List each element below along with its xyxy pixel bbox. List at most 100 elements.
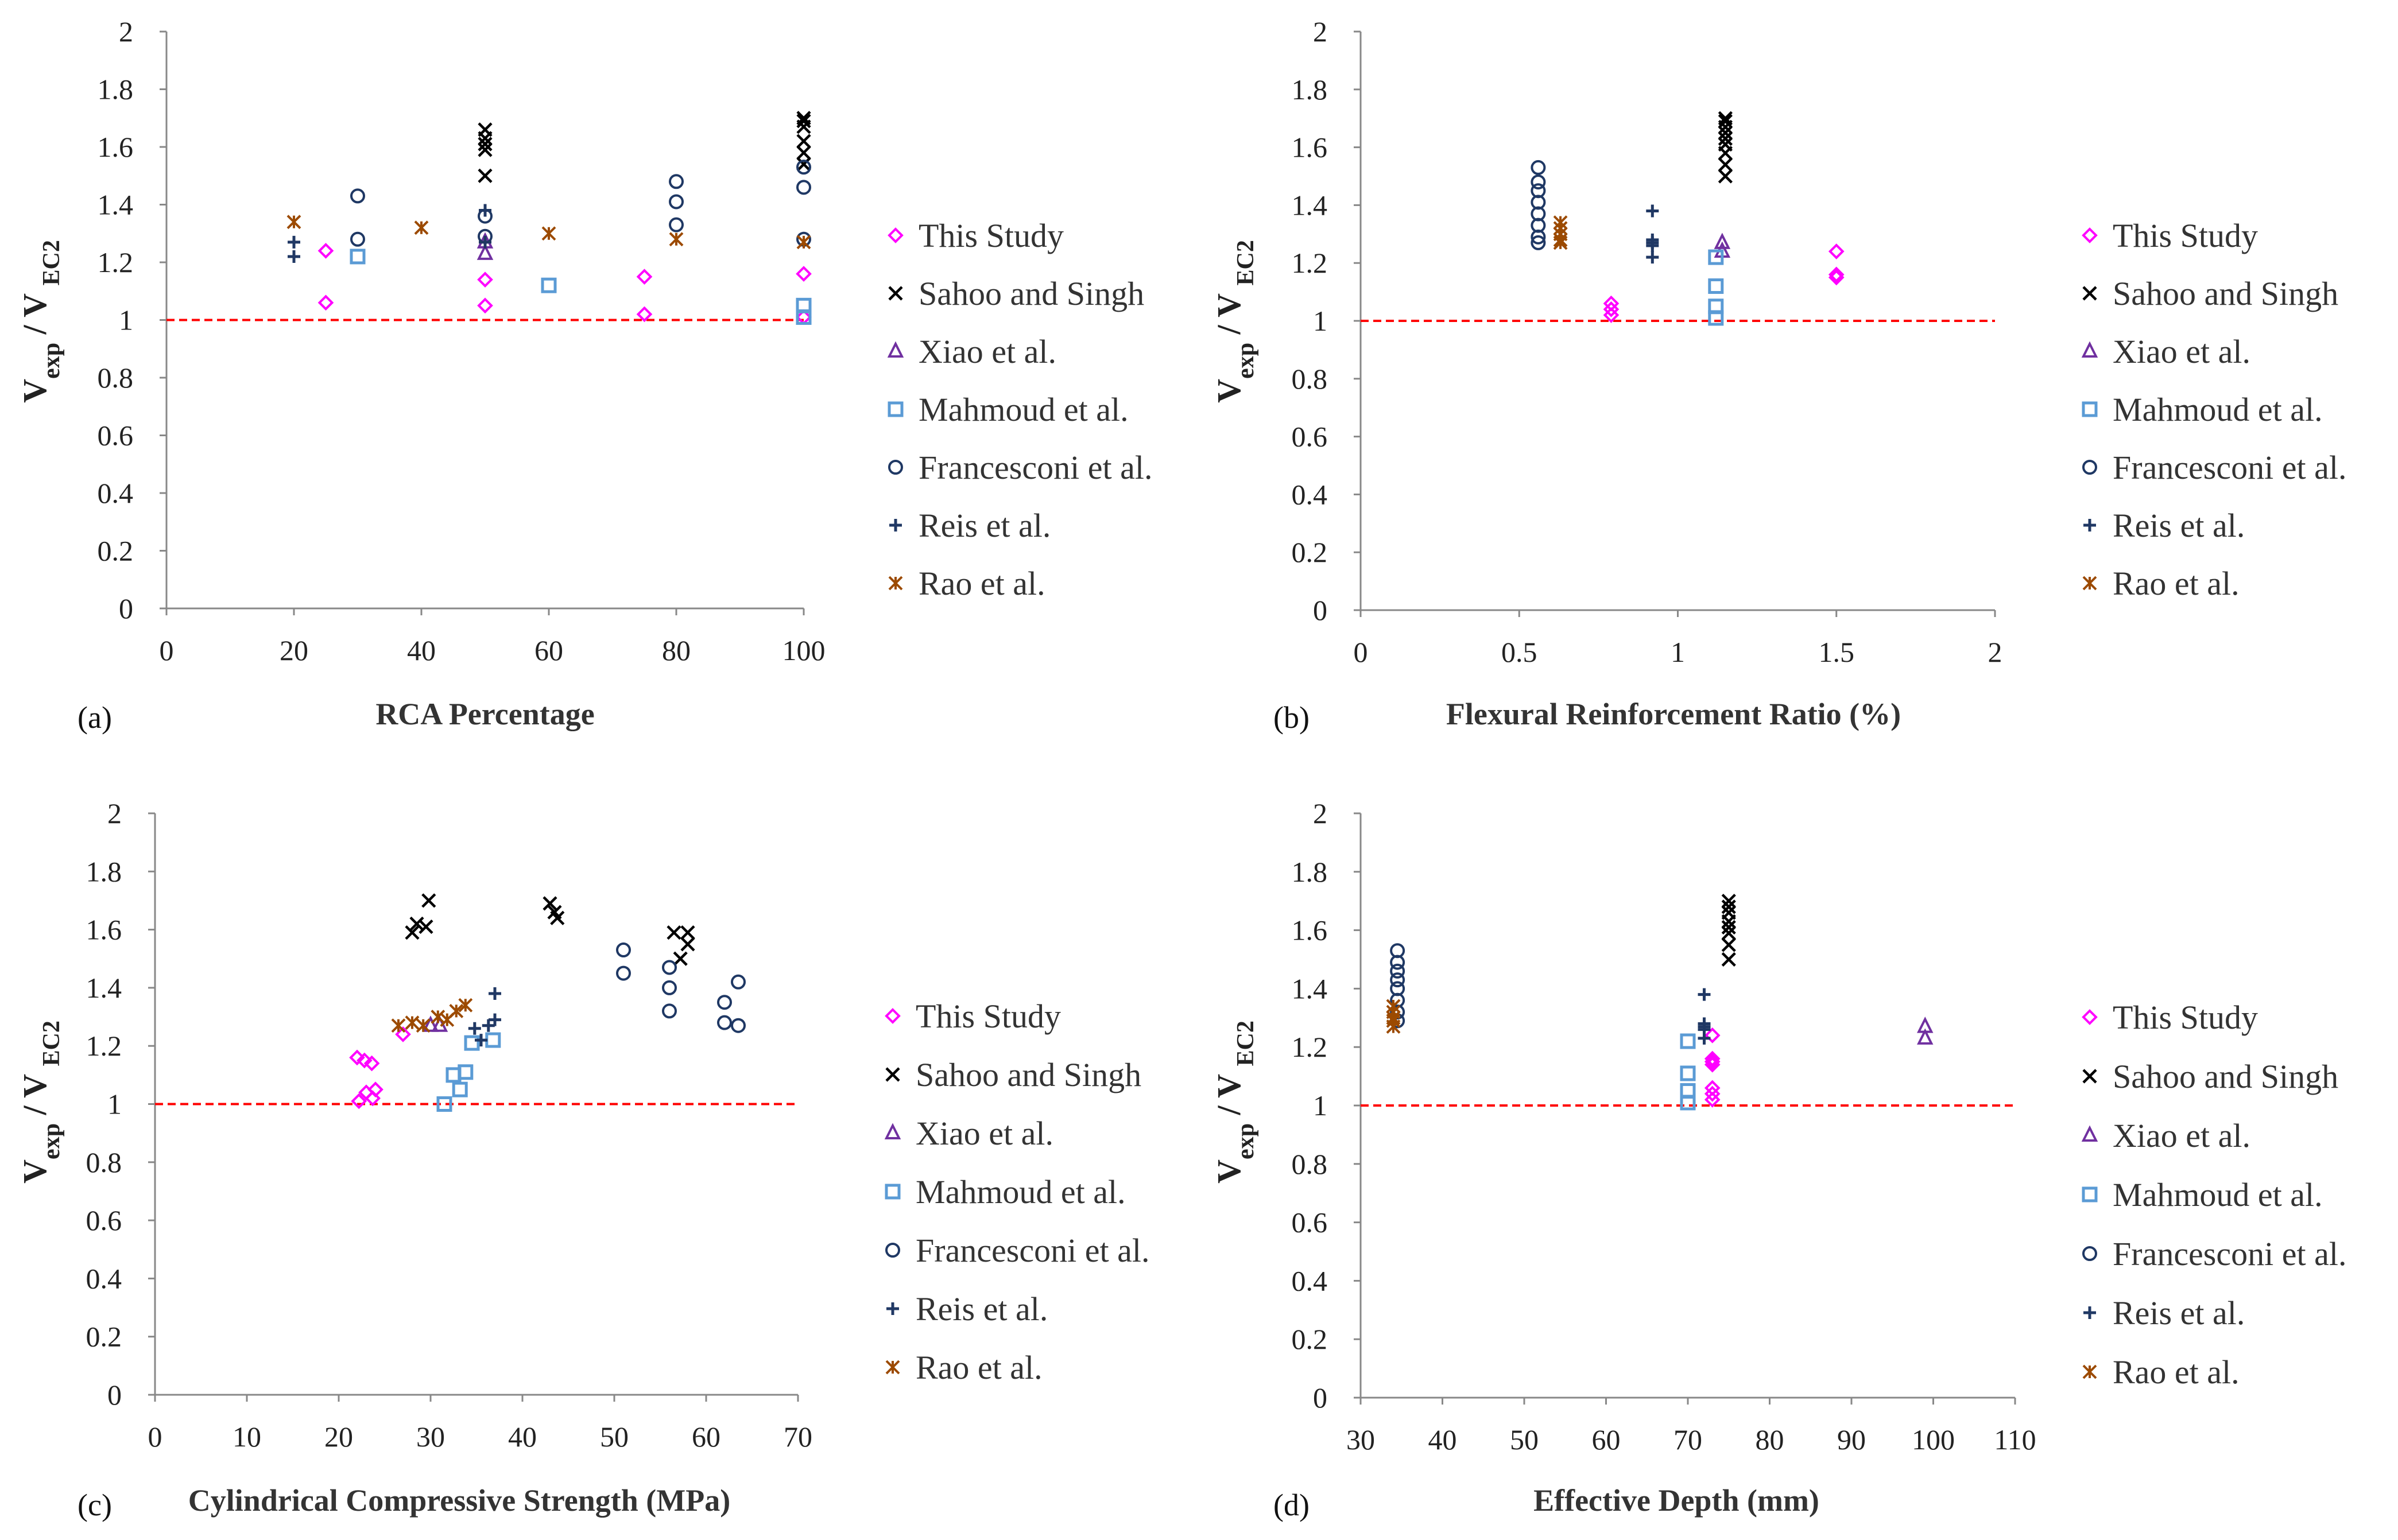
legend-label: Rao et al. [916,1349,1043,1386]
x-tick-label: 50 [1510,1423,1539,1456]
series-mahmoud-et-al [1708,249,1724,326]
x-tick-label: 10 [233,1421,261,1453]
y-tick-label: 1.2 [98,246,134,278]
data-point [351,1093,367,1110]
data-point [662,980,677,995]
data-point [1390,955,1405,970]
data-point [409,916,424,932]
legend-label: Francesconi et al. [2113,449,2346,486]
y-tick-label: 1.6 [86,914,122,946]
y-axis-label: Vexp / V EC2 [1210,1021,1259,1184]
y-tick-label: 0 [1313,594,1327,626]
legend-label: Mahmoud et al. [919,391,1129,428]
legend-marker [2081,341,2098,358]
series-this-study [349,1026,411,1110]
data-point [288,250,300,263]
panel-label: (b) [1273,700,1310,735]
data-point [796,114,811,129]
y-tick-label: 0.8 [86,1146,122,1178]
data-point [1718,157,1733,172]
data-point [436,1096,452,1112]
y-tick-label: 1.2 [1292,247,1328,279]
legend-label: Sahoo and Singh [2113,1058,2338,1095]
legend-label: This Study [2113,999,2258,1036]
y-tick-label: 0.2 [98,535,134,567]
x-tick-label: 0 [1354,636,1368,668]
data-point [636,306,653,323]
data-point [796,160,811,175]
data-point [1704,1091,1721,1108]
data-point [1646,239,1659,252]
y-tick-label: 0.2 [1292,1323,1328,1355]
data-point [796,119,811,134]
data-point [479,204,491,217]
legend-marker [2082,401,2098,417]
legend-marker [2082,1246,2097,1261]
data-point [669,194,684,210]
series-reis-et-al [1698,988,1711,1045]
data-point [478,137,493,152]
y-label-sep: / V [16,286,53,343]
y-axis-label: Vexp / V EC2 [16,240,65,403]
series-sahoo-and-singh [1721,894,1736,967]
legend: This Study Sahoo and Singh Xiao et al. Mahm… [2081,217,2346,602]
y-tick-label: 1.4 [1292,972,1328,1004]
y-tick-label: 0.2 [1292,536,1328,568]
data-point [476,243,494,260]
legend-label: Francesconi et al. [2113,1235,2346,1273]
y-label-sub-ec2: EC2 [1233,1021,1259,1066]
data-point [1721,926,1736,941]
svg-text:Vexp / V EC2: Vexp / V EC2 [1210,1021,1259,1184]
legend-label: Reis et al. [919,507,1051,544]
legend-marker [2082,286,2097,301]
data-point [1718,131,1733,146]
panel-label: (a) [78,700,112,735]
data-point [1390,963,1405,979]
data-point [421,893,436,908]
data-point [405,925,420,940]
legend-marker [888,227,904,243]
panel-label: (c) [78,1488,112,1522]
data-point [1603,307,1620,323]
x-tick-label: 0 [148,1421,162,1453]
legend-marker [885,1067,900,1082]
y-axis-label: Vexp / V EC2 [16,1021,65,1184]
data-point [796,134,811,149]
series-rao-et-al [286,215,811,250]
y-tick-label: 0.4 [1292,478,1328,510]
y-tick-label: 0.6 [1292,421,1328,453]
legend-label: Francesconi et al. [916,1232,1149,1269]
legend-marker [888,576,903,591]
series-rao-et-al [391,998,473,1033]
legend-marker [2082,227,2098,243]
data-point [416,1018,431,1033]
data-point [1704,1027,1721,1044]
data-point [350,188,365,204]
svg-text:Vexp / V EC2: Vexp / V EC2 [1210,240,1259,403]
series-this-study [1603,243,1845,323]
data-point [477,297,493,314]
x-tick-label: 110 [1994,1423,2036,1456]
y-label-sub-ec2: EC2 [1233,240,1259,285]
data-point [1680,1095,1696,1111]
data-point [350,231,365,247]
data-point [1708,278,1724,294]
data-point [452,1081,468,1097]
legend-marker [888,286,903,301]
y-label-sep: / V [16,1066,53,1123]
data-point [669,232,684,247]
data-point [419,919,433,934]
y-tick-label: 0.6 [1292,1207,1328,1239]
data-point [286,215,301,230]
series-francesconi-et-al [350,160,811,247]
legend-marker [884,1123,901,1139]
data-point [717,995,732,1010]
data-point [479,235,491,249]
series-mahmoud-et-al [1680,1033,1696,1111]
data-point [478,142,493,157]
legend-marker [2082,576,2097,591]
y-tick-label: 1 [119,304,133,336]
y-tick-label: 0.8 [1292,363,1328,395]
data-point [717,1015,732,1030]
y-tick-label: 0.4 [86,1262,122,1294]
